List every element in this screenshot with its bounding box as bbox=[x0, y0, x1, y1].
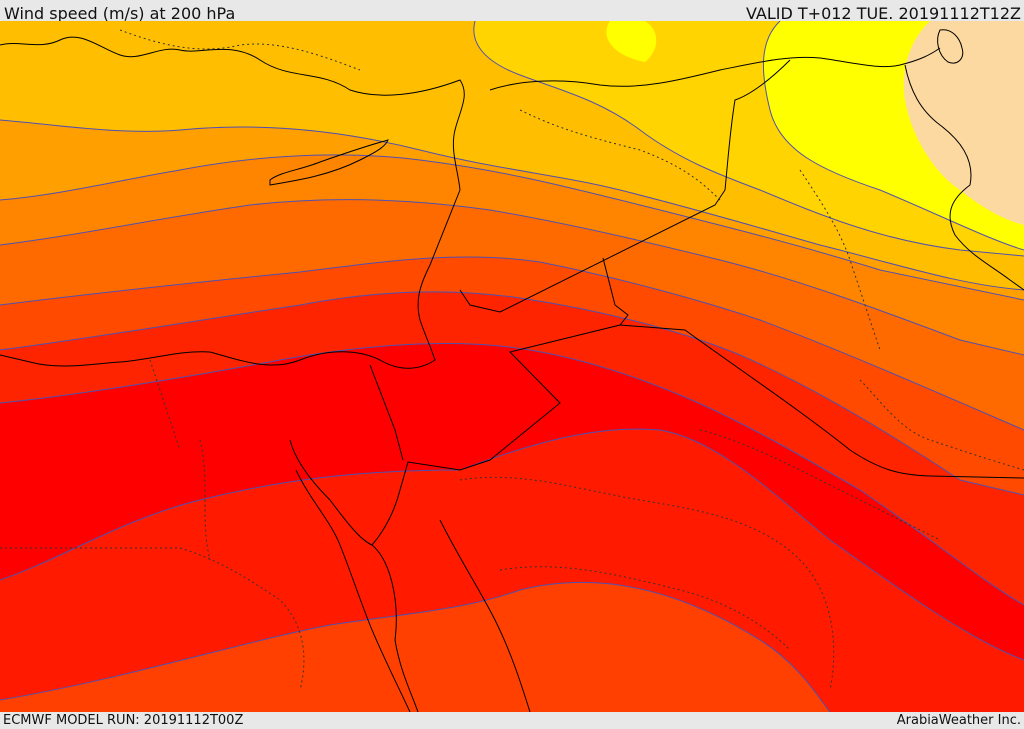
border-line bbox=[371, 544, 419, 712]
border-line bbox=[269, 139, 389, 186]
internal-boundaries bbox=[0, 29, 1024, 691]
contour-line bbox=[0, 581, 831, 712]
footer-bar bbox=[0, 712, 1024, 729]
border-line bbox=[459, 59, 791, 313]
border-line bbox=[439, 519, 531, 712]
dotted-boundary bbox=[499, 566, 791, 651]
contour-line bbox=[762, 21, 1024, 251]
dotted-boundary bbox=[199, 439, 211, 561]
border-line bbox=[937, 29, 964, 64]
contour-line bbox=[0, 119, 1024, 291]
contour-line bbox=[0, 199, 1024, 356]
dotted-boundary bbox=[149, 359, 181, 451]
dotted-boundary bbox=[459, 476, 835, 691]
border-line bbox=[619, 324, 1024, 479]
dotted-boundary bbox=[859, 379, 1024, 471]
contour-line bbox=[0, 428, 1024, 661]
model-run: ECMWF MODEL RUN: 20191112T00Z bbox=[3, 713, 244, 728]
border-line bbox=[369, 364, 404, 461]
contour-line bbox=[0, 154, 1024, 301]
contour-line bbox=[0, 256, 1024, 431]
wind-speed-map bbox=[0, 21, 1024, 712]
border-line bbox=[489, 47, 941, 91]
wind-band-light-peach bbox=[903, 21, 1024, 225]
contour-line bbox=[0, 343, 1024, 606]
border-line bbox=[0, 36, 465, 191]
coastlines-borders bbox=[0, 29, 1024, 712]
border-line bbox=[0, 189, 461, 369]
border-line bbox=[295, 469, 411, 712]
isotach-contours bbox=[0, 21, 1024, 712]
contour-line bbox=[473, 21, 1024, 257]
dotted-boundary bbox=[519, 109, 721, 201]
credit-text: ArabiaWeather Inc. bbox=[896, 713, 1021, 728]
dotted-boundary bbox=[799, 169, 881, 351]
border-line bbox=[904, 64, 1024, 291]
valid-time: VALID T+012 TUE. 20191112T12Z bbox=[745, 4, 1021, 23]
header-bar bbox=[0, 0, 1024, 20]
wind-band-yellow bbox=[606, 21, 657, 62]
map-title: Wind speed (m/s) at 200 hPa bbox=[4, 4, 236, 23]
contour-line bbox=[0, 291, 1024, 496]
border-line bbox=[289, 257, 629, 546]
dotted-boundary bbox=[699, 429, 941, 541]
